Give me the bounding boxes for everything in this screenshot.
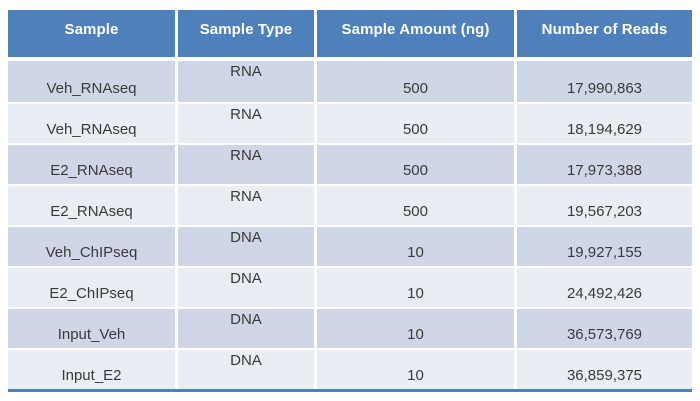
cell-sample-type: RNA [177,145,317,184]
cell-number-of-reads: 36,859,375 [517,350,692,389]
cell-number-of-reads: 19,927,155 [517,227,692,266]
cell-sample-type: DNA [177,350,317,389]
cell-number-of-reads: 17,973,388 [517,145,692,184]
cell-sample-type: RNA [177,186,317,225]
cell-number-of-reads: 17,990,863 [517,61,692,102]
cell-sample-amount: 500 [316,104,518,143]
cell-sample-type: DNA [177,227,317,266]
cell-sample-amount: 500 [316,186,518,225]
table-row: E2_RNAseq RNA 500 17,973,388 [8,143,692,184]
cell-sample: E2_RNAseq [8,145,178,184]
cell-sample: Input_E2 [8,350,178,389]
table-row: Veh_RNAseq RNA 500 18,194,629 [8,102,692,143]
column-header-sample: Sample [8,10,178,57]
cell-sample-type: RNA [177,61,317,102]
cell-sample-type: DNA [177,309,317,348]
table-row: Veh_ChIPseq DNA 10 19,927,155 [8,225,692,266]
table-row: Input_E2 DNA 10 36,859,375 [8,348,692,389]
table-row: Input_Veh DNA 10 36,573,769 [8,307,692,348]
cell-number-of-reads: 18,194,629 [517,104,692,143]
column-header-sample-type: Sample Type [178,10,317,57]
cell-sample: Veh_ChIPseq [8,227,178,266]
cell-sample-amount: 10 [316,227,518,266]
cell-sample: Input_Veh [8,309,178,348]
table-header-row: Sample Sample Type Sample Amount (ng) Nu… [8,10,692,57]
sequencing-samples-table: Sample Sample Type Sample Amount (ng) Nu… [8,10,692,392]
cell-number-of-reads: 36,573,769 [517,309,692,348]
cell-sample-amount: 10 [316,268,518,307]
cell-number-of-reads: 19,567,203 [517,186,692,225]
cell-number-of-reads: 24,492,426 [517,268,692,307]
cell-sample: E2_RNAseq [8,186,178,225]
cell-sample: E2_ChIPseq [8,268,178,307]
cell-sample-amount: 10 [316,309,518,348]
column-header-number-of-reads: Number of Reads [541,20,668,38]
table-row: Veh_RNAseq RNA 500 17,990,863 [8,61,692,102]
table-body: Veh_RNAseq RNA 500 17,990,863 Veh_RNAseq RNA 5… [8,61,692,392]
table-row: E2_RNAseq RNA 500 19,567,203 [8,184,692,225]
cell-sample-type: RNA [177,104,317,143]
table-row: E2_ChIPseq DNA 10 24,492,426 [8,266,692,307]
column-header-sample-amount: Sample Amount (ng) [317,10,518,57]
cell-sample: Veh_RNAseq [8,104,178,143]
cell-sample-amount: 10 [316,350,518,389]
cell-sample: Veh_RNAseq [8,61,178,102]
cell-sample-amount: 500 [316,61,518,102]
cell-sample-amount: 500 [316,145,518,184]
cell-sample-type: DNA [177,268,317,307]
